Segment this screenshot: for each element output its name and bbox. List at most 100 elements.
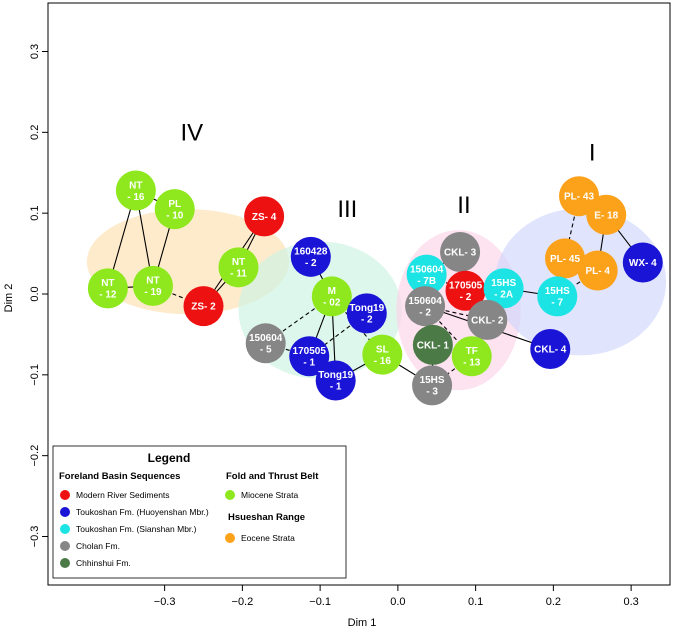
point-circle xyxy=(577,250,618,291)
point-circle xyxy=(311,276,352,317)
y-tick-label: 0.2 xyxy=(29,125,41,140)
point-label: - 13 xyxy=(463,357,481,368)
legend-swatch-huoyenshan xyxy=(60,507,70,517)
point-label: TF xyxy=(466,346,478,357)
point-tong191: Tong19- 1 xyxy=(315,360,356,401)
x-tick-label: −0.2 xyxy=(232,596,254,608)
point-circle xyxy=(218,247,259,288)
point-label: 150604 xyxy=(408,296,442,307)
point-pl10: PL- 10 xyxy=(154,189,195,230)
point-15hs2a: 15HS- 2A xyxy=(483,268,524,309)
x-axis: −0.3 −0.2 −0.1 0.0 0.1 0.2 0.3 xyxy=(154,585,639,608)
point-label: WX- 4 xyxy=(629,258,657,269)
point-label: NT xyxy=(232,257,245,268)
legend-heading-foreland: Foreland Basin Sequences xyxy=(59,471,180,482)
point-label: NT xyxy=(129,180,142,191)
point-label: PL xyxy=(168,199,181,210)
point-label: ZS- 2 xyxy=(191,302,216,313)
point-label: PL- 45 xyxy=(550,254,580,265)
point-circle xyxy=(530,328,571,369)
point-label: - 16 xyxy=(127,192,145,203)
point-1506047b: 150604- 7B xyxy=(406,254,447,295)
point-label: - 11 xyxy=(230,269,247,280)
point-circle xyxy=(346,293,387,334)
point-ckl2: CKL- 2 xyxy=(467,299,508,340)
point-label: - 16 xyxy=(374,356,392,367)
point-label: PL- 43 xyxy=(564,192,594,203)
legend-swatch-cholan xyxy=(60,541,70,551)
legend-label-modern: Modern River Sediments xyxy=(76,490,170,500)
point-ckl4: CKL- 4 xyxy=(530,328,571,369)
point-circle xyxy=(315,360,356,401)
point-zs4: ZS- 4 xyxy=(244,196,285,237)
point-1506045: 150604- 5 xyxy=(245,323,286,364)
legend-swatch-eocene xyxy=(225,533,235,543)
point-zs2: ZS- 2 xyxy=(183,286,224,327)
point-label: 170505 xyxy=(293,346,327,357)
point-pl45: PL- 45 xyxy=(545,238,586,279)
point-label: 15HS xyxy=(420,375,445,386)
legend-swatch-chhinshui xyxy=(60,558,70,568)
point-circle xyxy=(244,196,285,237)
point-label: E- 18 xyxy=(594,210,618,221)
point-circle xyxy=(586,194,627,235)
cluster-label-III: III xyxy=(337,196,357,223)
point-circle xyxy=(440,231,481,272)
legend-swatch-modern xyxy=(60,490,70,500)
legend-label-huoyenshan: Toukoshan Fm. (Huoyenshan Mbr.) xyxy=(76,507,209,517)
point-sl16: SL- 16 xyxy=(362,334,403,375)
legend: Legend Foreland Basin Sequences Fold and… xyxy=(52,445,347,579)
y-tick-label: 0.1 xyxy=(29,206,41,221)
cluster-label-IV: IV xyxy=(180,119,203,146)
point-label: - 2 xyxy=(419,307,431,318)
legend-heading-fold: Fold and Thrust Belt xyxy=(226,471,319,482)
point-circle xyxy=(290,236,331,277)
point-label: - 3 xyxy=(426,387,438,398)
point-circle xyxy=(289,336,330,377)
point-pl4: PL- 4 xyxy=(577,250,618,291)
point-1705051: 170505- 1 xyxy=(289,336,330,377)
point-circle xyxy=(451,336,492,377)
y-tick-label: −0.1 xyxy=(29,364,41,386)
x-tick-label: −0.1 xyxy=(309,596,331,608)
point-160428: 160428- 2 xyxy=(290,236,331,277)
point-nt16: NT- 16 xyxy=(115,170,156,211)
legend-label-miocene: Miocene Strata xyxy=(241,490,298,500)
x-tick-label: 0.1 xyxy=(468,596,483,608)
y-tick-label: −0.3 xyxy=(29,526,41,548)
point-label: PL- 4 xyxy=(585,266,610,277)
point-circle xyxy=(537,276,578,317)
point-nt11: NT- 11 xyxy=(218,247,259,288)
point-tong192: Tong19- 2 xyxy=(346,293,387,334)
point-label: - 2 xyxy=(305,258,317,269)
point-15hs7: 15HS- 7 xyxy=(537,276,578,317)
y-tick-label: −0.2 xyxy=(29,445,41,467)
point-label: - 1 xyxy=(330,382,342,393)
point-label: ZS- 4 xyxy=(252,212,277,223)
x-tick-label: 0.3 xyxy=(623,596,638,608)
legend-heading-hsueshan: Hsueshan Range xyxy=(228,512,305,523)
point-label: - 12 xyxy=(99,290,117,301)
point-label: CKL- 1 xyxy=(417,340,450,351)
point-circle xyxy=(545,238,586,279)
point-circle xyxy=(467,299,508,340)
legend-label-sianshan: Toukoshan Fm. (Sianshan Mbr.) xyxy=(76,524,197,534)
point-circle xyxy=(132,265,173,306)
point-label: NT xyxy=(101,278,114,289)
point-circle xyxy=(362,334,403,375)
point-tf13: TF- 13 xyxy=(451,336,492,377)
legend-swatch-sianshan xyxy=(60,524,70,534)
point-label: - 2A xyxy=(494,290,513,301)
point-circle xyxy=(245,323,286,364)
point-circle xyxy=(183,286,224,327)
point-circle xyxy=(154,189,195,230)
point-label: 150604 xyxy=(410,264,444,275)
point-label: 170505 xyxy=(449,281,483,292)
point-circle xyxy=(445,270,486,311)
point-circle xyxy=(115,170,156,211)
point-label: CKL- 3 xyxy=(444,247,477,258)
point-label: Tong19 xyxy=(318,370,353,381)
legend-swatch-miocene xyxy=(225,490,235,500)
point-circle xyxy=(483,268,524,309)
